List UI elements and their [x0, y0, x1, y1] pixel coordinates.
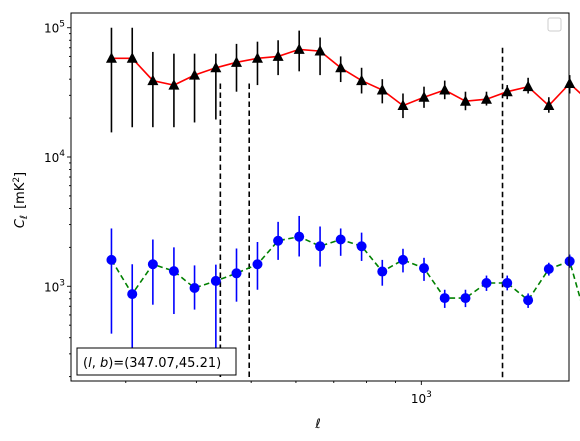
data-point-triangle — [564, 77, 576, 89]
data-point-triangle — [356, 74, 368, 86]
data-point-triangle — [189, 69, 201, 80]
data-point-circle — [252, 259, 263, 270]
data-point-triangle — [168, 79, 180, 90]
data-point-circle — [231, 268, 242, 279]
data-point-triangle — [522, 80, 534, 92]
plot-frame — [70, 12, 570, 382]
plot-content — [105, 27, 580, 381]
data-point-circle — [106, 254, 117, 265]
legend-box — [547, 17, 562, 32]
data-point-circle — [419, 263, 430, 274]
x-tick-label: 103 — [411, 390, 432, 406]
data-point-triangle — [126, 52, 138, 63]
annotation-text: (l, b)=(347.07,45.21) — [83, 356, 221, 371]
data-point-triangle — [251, 52, 263, 63]
data-point-triangle — [105, 52, 117, 63]
data-point-circle — [189, 282, 200, 293]
data-point-circle — [377, 266, 388, 277]
axis-ticks: 103 104 105 103 — [44, 20, 432, 406]
data-point-triangle — [272, 50, 284, 61]
data-point-circle — [294, 231, 305, 242]
data-point-triangle — [543, 99, 555, 111]
data-point-triangle — [439, 83, 451, 95]
data-point-circle — [273, 235, 284, 246]
data-point-triangle — [480, 93, 492, 104]
y-tick-label: 103 — [44, 278, 65, 294]
data-point-circle — [397, 254, 408, 265]
data-point-circle — [210, 275, 221, 286]
data-point-circle — [356, 241, 367, 252]
data-point-triangle — [314, 45, 326, 56]
data-point-triangle — [293, 43, 305, 54]
data-point-circle — [335, 234, 346, 245]
data-point-circle — [315, 241, 326, 252]
data-point-triangle — [231, 56, 243, 67]
data-point-circle — [460, 293, 471, 304]
data-point-triangle — [418, 91, 430, 102]
data-point-triangle — [335, 61, 347, 73]
data-point-triangle — [501, 85, 513, 97]
data-point-triangle — [459, 95, 471, 106]
y-tick-label: 105 — [44, 20, 65, 36]
data-point-circle — [543, 264, 554, 275]
data-point-triangle — [376, 83, 388, 95]
data-point-circle — [127, 289, 138, 300]
data-point-circle — [481, 277, 492, 288]
y-axis-label: Cℓ[mK2] — [12, 172, 30, 228]
data-point-triangle — [397, 99, 409, 111]
annotation-box — [76, 347, 237, 376]
data-point-triangle — [210, 61, 222, 73]
data-point-circle — [523, 295, 534, 306]
y-tick-label: 104 — [44, 149, 65, 165]
data-point-circle — [168, 266, 179, 277]
data-point-circle — [147, 259, 158, 270]
data-point-circle — [502, 277, 513, 288]
x-axis-label: ℓ — [314, 417, 320, 432]
data-point-circle — [439, 293, 450, 304]
data-point-circle — [564, 256, 575, 267]
data-point-triangle — [147, 74, 159, 86]
